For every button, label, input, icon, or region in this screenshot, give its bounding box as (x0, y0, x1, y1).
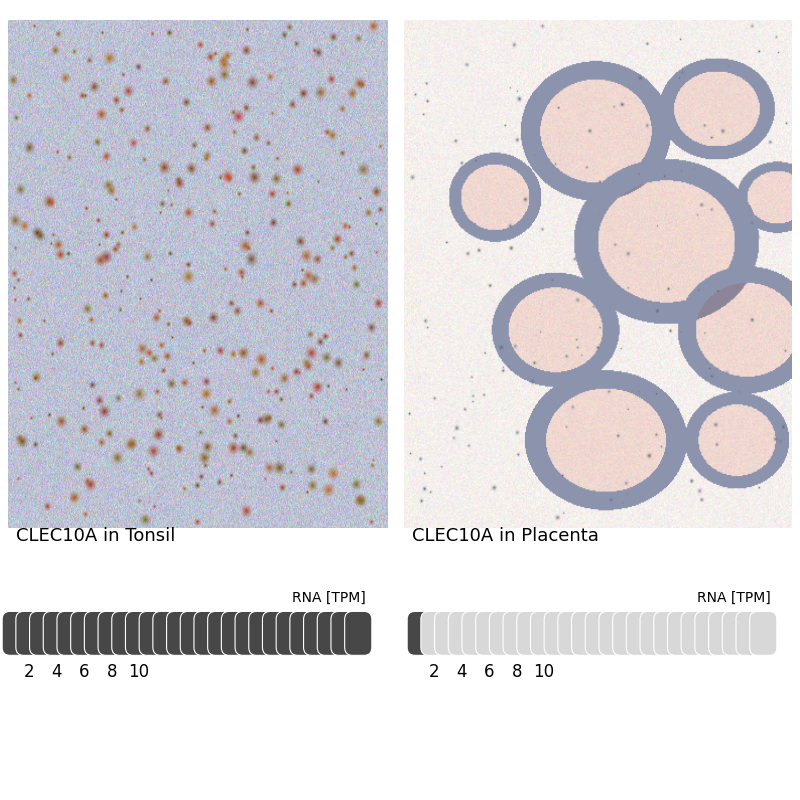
FancyBboxPatch shape (235, 611, 262, 655)
FancyBboxPatch shape (70, 611, 98, 655)
FancyBboxPatch shape (462, 611, 489, 655)
FancyBboxPatch shape (43, 611, 70, 655)
FancyBboxPatch shape (599, 611, 626, 655)
Text: CLEC10A in Placenta: CLEC10A in Placenta (412, 527, 599, 545)
Text: 8: 8 (511, 662, 522, 681)
Text: 8: 8 (106, 662, 117, 681)
FancyBboxPatch shape (517, 611, 544, 655)
FancyBboxPatch shape (448, 611, 475, 655)
Text: RNA [TPM]: RNA [TPM] (292, 591, 366, 605)
FancyBboxPatch shape (681, 611, 708, 655)
FancyBboxPatch shape (276, 611, 303, 655)
FancyBboxPatch shape (290, 611, 317, 655)
FancyBboxPatch shape (345, 611, 372, 655)
FancyBboxPatch shape (421, 611, 448, 655)
Text: 10: 10 (534, 662, 554, 681)
FancyBboxPatch shape (166, 611, 194, 655)
Text: RNA [TPM]: RNA [TPM] (698, 591, 771, 605)
FancyBboxPatch shape (112, 611, 139, 655)
FancyBboxPatch shape (262, 611, 290, 655)
FancyBboxPatch shape (667, 611, 694, 655)
FancyBboxPatch shape (434, 611, 462, 655)
FancyBboxPatch shape (303, 611, 330, 655)
Text: 4: 4 (457, 662, 467, 681)
FancyBboxPatch shape (318, 611, 345, 655)
FancyBboxPatch shape (613, 611, 640, 655)
FancyBboxPatch shape (586, 611, 613, 655)
FancyBboxPatch shape (476, 611, 503, 655)
FancyBboxPatch shape (194, 611, 221, 655)
FancyBboxPatch shape (709, 611, 736, 655)
FancyBboxPatch shape (208, 611, 235, 655)
FancyBboxPatch shape (16, 611, 43, 655)
FancyBboxPatch shape (2, 611, 30, 655)
FancyBboxPatch shape (640, 611, 667, 655)
Text: 6: 6 (79, 662, 90, 681)
FancyBboxPatch shape (736, 611, 763, 655)
FancyBboxPatch shape (530, 611, 558, 655)
FancyBboxPatch shape (544, 611, 571, 655)
FancyBboxPatch shape (331, 611, 358, 655)
FancyBboxPatch shape (750, 611, 777, 655)
Text: 4: 4 (51, 662, 62, 681)
Text: 6: 6 (484, 662, 494, 681)
FancyBboxPatch shape (180, 611, 207, 655)
Text: 10: 10 (129, 662, 150, 681)
FancyBboxPatch shape (30, 611, 57, 655)
FancyBboxPatch shape (503, 611, 530, 655)
Text: 2: 2 (429, 662, 440, 681)
FancyBboxPatch shape (222, 611, 249, 655)
Text: CLEC10A in Tonsil: CLEC10A in Tonsil (16, 527, 175, 545)
FancyBboxPatch shape (153, 611, 180, 655)
Text: 2: 2 (24, 662, 34, 681)
FancyBboxPatch shape (126, 611, 153, 655)
FancyBboxPatch shape (490, 611, 517, 655)
FancyBboxPatch shape (695, 611, 722, 655)
FancyBboxPatch shape (571, 611, 598, 655)
FancyBboxPatch shape (407, 611, 434, 655)
FancyBboxPatch shape (98, 611, 126, 655)
FancyBboxPatch shape (84, 611, 111, 655)
FancyBboxPatch shape (722, 611, 750, 655)
FancyBboxPatch shape (654, 611, 681, 655)
FancyBboxPatch shape (558, 611, 585, 655)
FancyBboxPatch shape (57, 611, 84, 655)
FancyBboxPatch shape (139, 611, 166, 655)
FancyBboxPatch shape (626, 611, 654, 655)
FancyBboxPatch shape (249, 611, 276, 655)
